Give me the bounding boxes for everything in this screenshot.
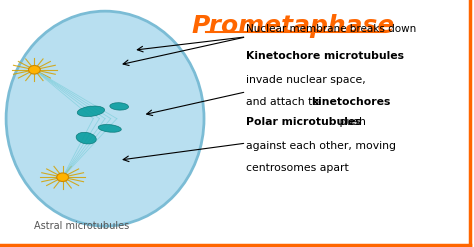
Text: invade nuclear space,: invade nuclear space, xyxy=(246,75,366,85)
Ellipse shape xyxy=(98,124,121,132)
Text: kinetochores: kinetochores xyxy=(311,97,391,107)
Ellipse shape xyxy=(57,173,69,182)
Text: against each other, moving: against each other, moving xyxy=(246,141,396,151)
Text: centrosomes apart: centrosomes apart xyxy=(246,163,349,173)
Ellipse shape xyxy=(77,106,105,117)
Ellipse shape xyxy=(76,132,96,144)
Text: Polar microtubules: Polar microtubules xyxy=(246,117,362,127)
Text: Kinetochore microtubules: Kinetochore microtubules xyxy=(246,51,404,62)
Text: Prometaphase: Prometaphase xyxy=(192,14,395,38)
Text: Nuclear membrane breaks down: Nuclear membrane breaks down xyxy=(246,24,417,34)
Ellipse shape xyxy=(110,103,128,110)
Text: push: push xyxy=(336,117,366,127)
Ellipse shape xyxy=(28,65,40,74)
Text: Astral microtubules: Astral microtubules xyxy=(34,221,129,231)
Text: and attach to: and attach to xyxy=(246,97,323,107)
Ellipse shape xyxy=(6,11,204,226)
